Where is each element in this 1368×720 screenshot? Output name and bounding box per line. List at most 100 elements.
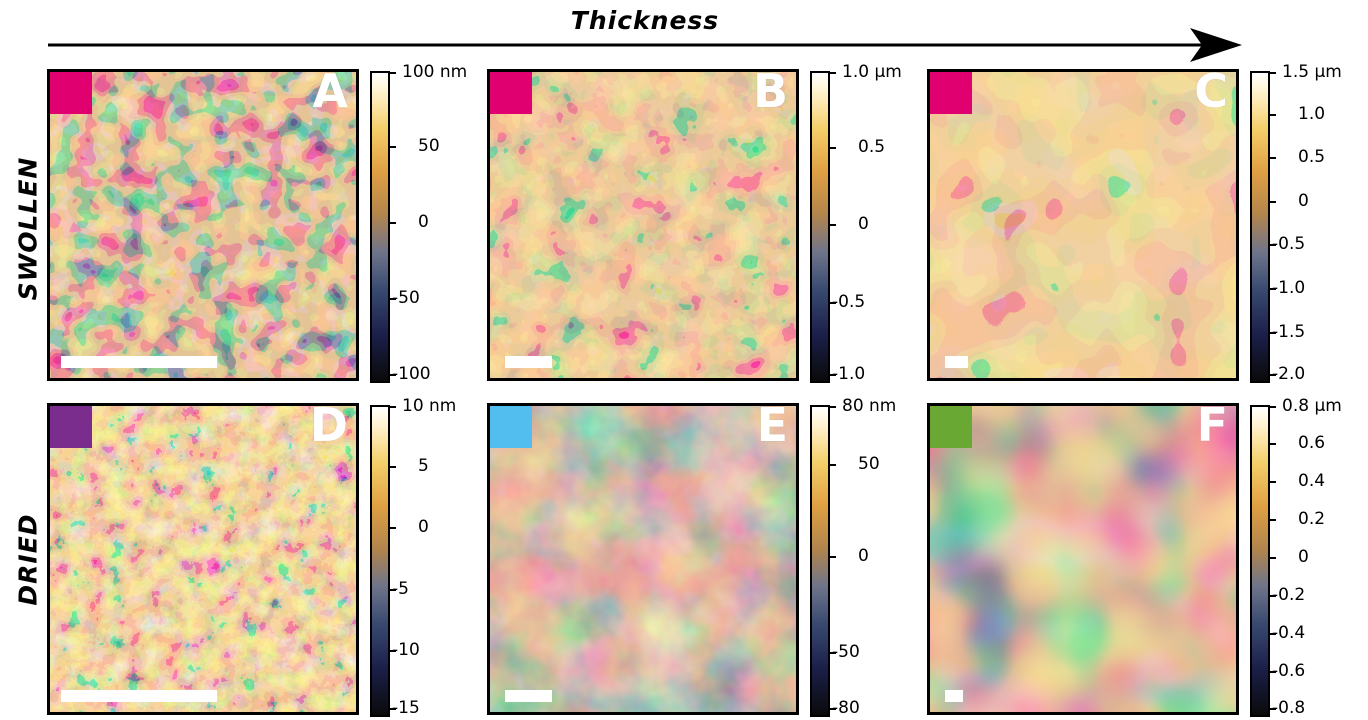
panel-letter-e: E — [756, 403, 788, 452]
panel-letter-b: B — [752, 69, 788, 118]
colorbar-tick-e — [830, 464, 836, 466]
panel-letter-a: A — [312, 69, 348, 118]
scale-bar-e — [505, 690, 552, 702]
scale-bar-a — [61, 356, 217, 368]
colorbar-tick-c — [1270, 72, 1276, 74]
scale-bar-b — [505, 356, 552, 368]
afm-texture-d — [50, 406, 356, 712]
thickness-arrow-icon — [48, 28, 1242, 62]
colorbar-label-a: 50 — [418, 136, 440, 156]
colorbar-label-c: 0 — [1298, 191, 1309, 211]
colorbar-label-e: -50 — [832, 642, 860, 662]
afm-image-panel-f: F — [927, 403, 1239, 715]
colorbar-label-b: 0 — [858, 214, 869, 234]
colorbar-tick-a — [390, 298, 396, 300]
scale-bar-d — [61, 690, 217, 702]
colorbar-e — [810, 405, 830, 717]
colorbar-tick-d — [390, 406, 396, 408]
colorbar-label-c: -1.5 — [1272, 322, 1306, 342]
colorbar-label-c: 0.5 — [1298, 147, 1326, 167]
colorbar-label-b: 1.0 µm — [842, 62, 902, 82]
colorbar-tick-f — [1270, 406, 1276, 408]
colorbar-tick-e — [830, 708, 836, 710]
colorbar-label-f: -0.4 — [1272, 623, 1306, 643]
scale-bar-f — [945, 690, 963, 702]
color-swatch-f — [930, 406, 972, 448]
colorbar-tick-a — [390, 222, 396, 224]
colorbar-f — [1250, 405, 1270, 717]
colorbar-label-f: 0.2 — [1298, 509, 1326, 529]
colorbar-label-e: 0 — [858, 546, 869, 566]
colorbar-tick-f — [1270, 481, 1276, 483]
afm-image-panel-c: C — [927, 69, 1239, 381]
colorbar-label-f: -0.8 — [1272, 698, 1306, 718]
colorbar-tick-b — [830, 302, 836, 304]
colorbar-tick-e — [830, 652, 836, 654]
colorbar-tick-f — [1270, 557, 1276, 559]
afm-image-panel-b: B — [487, 69, 799, 381]
color-swatch-d — [50, 406, 92, 448]
panel-letter-f: F — [1196, 403, 1228, 452]
colorbar-tick-f — [1270, 633, 1276, 635]
colorbar-tick-c — [1270, 288, 1276, 290]
colorbar-label-c: -1.0 — [1272, 278, 1306, 298]
colorbar-tick-c — [1270, 114, 1276, 116]
colorbar-tick-d — [390, 650, 396, 652]
afm-texture-a — [50, 72, 356, 378]
panel-letter-c: C — [1194, 69, 1228, 118]
colorbar-label-a: -50 — [392, 288, 420, 308]
colorbar-label-d: 10 nm — [402, 396, 457, 416]
colorbar-label-a: 100 nm — [402, 62, 468, 82]
color-swatch-b — [490, 72, 532, 114]
colorbar-c — [1250, 71, 1270, 383]
colorbar-tick-b — [830, 72, 836, 74]
colorbar-label-d: 0 — [418, 517, 429, 537]
color-swatch-e — [490, 406, 532, 448]
row-label-dried: DRIED — [13, 513, 43, 606]
colorbar-label-d: -5 — [392, 579, 409, 599]
colorbar-tick-b — [830, 147, 836, 149]
colorbar-label-d: -15 — [392, 698, 420, 718]
panel-letter-d: D — [309, 403, 348, 452]
colorbar-tick-f — [1270, 708, 1276, 710]
colorbar-label-c: -2.0 — [1272, 364, 1306, 384]
colorbar-tick-f — [1270, 671, 1276, 673]
colorbar-tick-d — [390, 527, 396, 529]
colorbar-tick-c — [1270, 374, 1276, 376]
colorbar-tick-c — [1270, 244, 1276, 246]
colorbar-label-f: 0.4 — [1298, 471, 1326, 491]
colorbar-label-b: 0.5 — [858, 137, 886, 157]
colorbar-label-c: -0.5 — [1272, 234, 1306, 254]
colorbar-label-f: -0.2 — [1272, 585, 1306, 605]
colorbar-label-e: 80 nm — [842, 396, 897, 416]
afm-texture-b — [490, 72, 796, 378]
colorbar-label-e: -80 — [832, 698, 860, 718]
afm-image-panel-d: D — [47, 403, 359, 715]
thickness-title: Thickness — [570, 6, 720, 35]
colorbar-tick-c — [1270, 332, 1276, 334]
colorbar-label-c: 1.0 — [1298, 104, 1326, 124]
colorbar-label-b: -1.0 — [832, 364, 866, 384]
colorbar-tick-d — [390, 708, 396, 710]
colorbar-tick-d — [390, 466, 396, 468]
scale-bar-c — [945, 356, 968, 368]
afm-texture-c — [930, 72, 1236, 378]
colorbar-b — [810, 71, 830, 383]
afm-image-panel-a: A — [47, 69, 359, 381]
colorbar-label-b: -0.5 — [832, 292, 866, 312]
colorbar-a — [370, 71, 390, 383]
colorbar-tick-e — [830, 406, 836, 408]
colorbar-label-d: -10 — [392, 640, 420, 660]
colorbar-label-f: -0.6 — [1272, 661, 1306, 681]
colorbar-label-f: 0.6 — [1298, 433, 1326, 453]
colorbar-label-a: 0 — [418, 212, 429, 232]
colorbar-d — [370, 405, 390, 717]
color-swatch-c — [930, 72, 972, 114]
colorbar-tick-b — [830, 224, 836, 226]
colorbar-tick-c — [1270, 201, 1276, 203]
colorbar-tick-b — [830, 374, 836, 376]
colorbar-tick-f — [1270, 443, 1276, 445]
colorbar-label-e: 50 — [858, 454, 880, 474]
colorbar-tick-f — [1270, 519, 1276, 521]
colorbar-label-f: 0.8 µm — [1282, 396, 1342, 416]
